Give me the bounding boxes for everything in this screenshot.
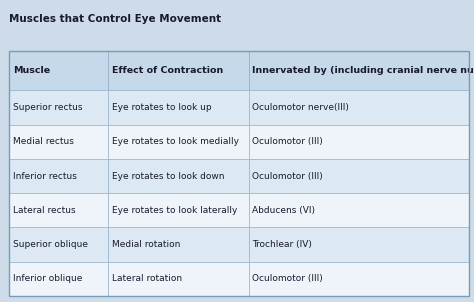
Text: Eye rotates to look down: Eye rotates to look down	[112, 172, 225, 181]
Bar	[109, 125, 248, 159]
Text: Oculomotor nerve(III): Oculomotor nerve(III)	[252, 103, 349, 112]
Text: Lateral rectus: Lateral rectus	[13, 206, 76, 215]
Bar	[9, 125, 109, 159]
Text: Muscles that Control Eye Movement: Muscles that Control Eye Movement	[9, 14, 222, 24]
Text: Eye rotates to look up: Eye rotates to look up	[112, 103, 212, 112]
Text: Eye rotates to look medially: Eye rotates to look medially	[112, 137, 239, 146]
Text: Muscle: Muscle	[13, 66, 50, 76]
Bar	[9, 262, 109, 296]
Text: Inferior rectus: Inferior rectus	[13, 172, 77, 181]
Text: Lateral rotation: Lateral rotation	[112, 274, 182, 283]
Text: Innervated by (including cranial nerve number):: Innervated by (including cranial nerve n…	[252, 66, 474, 76]
Bar	[9, 51, 109, 91]
Text: Eye rotates to look laterally: Eye rotates to look laterally	[112, 206, 237, 215]
Bar	[9, 91, 109, 125]
Bar	[248, 91, 469, 125]
Bar	[9, 159, 109, 193]
Text: Inferior oblique: Inferior oblique	[13, 274, 82, 283]
Text: Trochlear (IV): Trochlear (IV)	[252, 240, 312, 249]
Text: Medial rectus: Medial rectus	[13, 137, 74, 146]
Text: Oculomotor (III): Oculomotor (III)	[252, 137, 323, 146]
Text: Abducens (VI): Abducens (VI)	[252, 206, 315, 215]
Bar	[9, 51, 469, 296]
Bar	[9, 193, 109, 227]
Text: Oculomotor (III): Oculomotor (III)	[252, 172, 323, 181]
Bar	[109, 91, 248, 125]
Bar	[248, 262, 469, 296]
Bar	[109, 159, 248, 193]
Bar	[248, 51, 469, 91]
Bar	[248, 159, 469, 193]
Bar	[248, 193, 469, 227]
Text: Superior rectus: Superior rectus	[13, 103, 83, 112]
Bar	[109, 262, 248, 296]
Bar	[248, 227, 469, 262]
Text: Effect of Contraction: Effect of Contraction	[112, 66, 223, 76]
Bar	[9, 227, 109, 262]
Text: Oculomotor (III): Oculomotor (III)	[252, 274, 323, 283]
Text: Medial rotation: Medial rotation	[112, 240, 181, 249]
Bar	[248, 125, 469, 159]
Bar	[109, 193, 248, 227]
Bar	[109, 51, 248, 91]
Text: Superior oblique: Superior oblique	[13, 240, 88, 249]
Bar	[109, 227, 248, 262]
